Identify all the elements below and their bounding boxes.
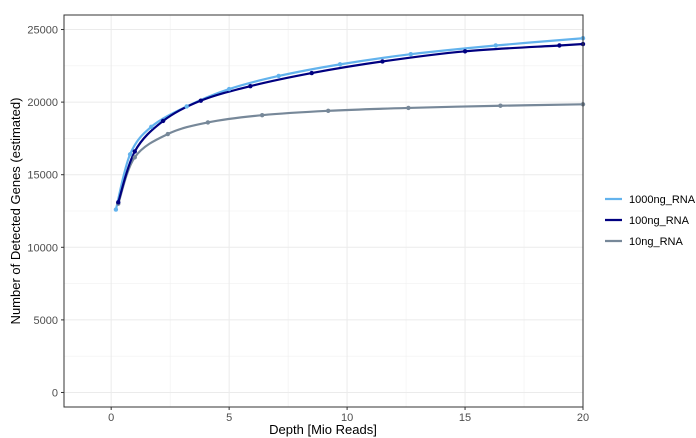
series-line-10ng_RNA (117, 103, 585, 205)
y-tick-label: 25000 (27, 25, 58, 37)
data-point-1000ng_RNA (127, 152, 133, 157)
x-tick-label: 0 (108, 412, 114, 424)
data-point-10ng_RNA (326, 108, 331, 114)
data-point-100ng_RNA (132, 149, 137, 154)
data-point-10ng_RNA (406, 105, 411, 111)
data-point-100ng_RNA (462, 49, 468, 54)
series-points (113, 36, 586, 212)
x-axis-title: Depth [Mio Reads] (269, 422, 377, 437)
series-line-100ng_RNA (117, 42, 585, 204)
data-point-10ng_RNA (165, 131, 170, 137)
data-point-100ng_RNA (198, 98, 204, 103)
legend-label-1000ng_RNA: 1000ng_RNA (629, 194, 696, 206)
legend-label-100ng_RNA: 100ng_RNA (629, 215, 690, 227)
data-point-100ng_RNA (160, 118, 166, 124)
data-point-100ng_RNA (557, 43, 562, 48)
series-line-1000ng_RNA (114, 37, 585, 211)
x-tick-label: 10 (341, 412, 353, 424)
grid-minor (64, 15, 583, 407)
data-point-10ng_RNA (259, 112, 265, 118)
y-tick-label: 15000 (27, 170, 58, 182)
x-axis-ticks: 0 5 10 15 20 (108, 407, 589, 424)
x-tick-label: 5 (226, 412, 232, 424)
data-point-10ng_RNA (498, 103, 503, 108)
data-point-10ng_RNA (205, 120, 211, 125)
data-point-1000ng_RNA (184, 104, 189, 109)
data-point-10ng_RNA (132, 155, 137, 160)
x-tick-label: 15 (459, 412, 471, 424)
data-point-100ng_RNA (248, 83, 253, 89)
y-axis-title: Number of Detected Genes (estimated) (8, 98, 23, 325)
series-lines (114, 37, 585, 211)
data-point-100ng_RNA (380, 59, 385, 64)
y-tick-label: 10000 (27, 242, 58, 254)
data-point-100ng_RNA (309, 70, 314, 76)
plot-border (63, 14, 584, 408)
x-tick-label: 20 (577, 412, 589, 424)
data-point-1000ng_RNA (226, 86, 232, 92)
data-point-1000ng_RNA (113, 207, 119, 212)
legend: 1000ng_RNA 100ng_RNA 10ng_RNA (605, 194, 696, 248)
y-axis-ticks: 0 5000 10000 15000 20000 25000 (27, 25, 64, 399)
y-tick-label: 5000 (34, 315, 58, 327)
data-point-1000ng_RNA (276, 73, 281, 79)
data-point-100ng_RNA (116, 200, 121, 205)
legend-label-10ng_RNA: 10ng_RNA (629, 236, 683, 248)
y-tick-label: 20000 (27, 97, 58, 109)
y-tick-label: 0 (52, 387, 58, 399)
data-point-1000ng_RNA (337, 62, 343, 67)
data-point-1000ng_RNA (149, 124, 154, 129)
data-point-1000ng_RNA (493, 43, 498, 48)
data-point-1000ng_RNA (408, 52, 413, 57)
